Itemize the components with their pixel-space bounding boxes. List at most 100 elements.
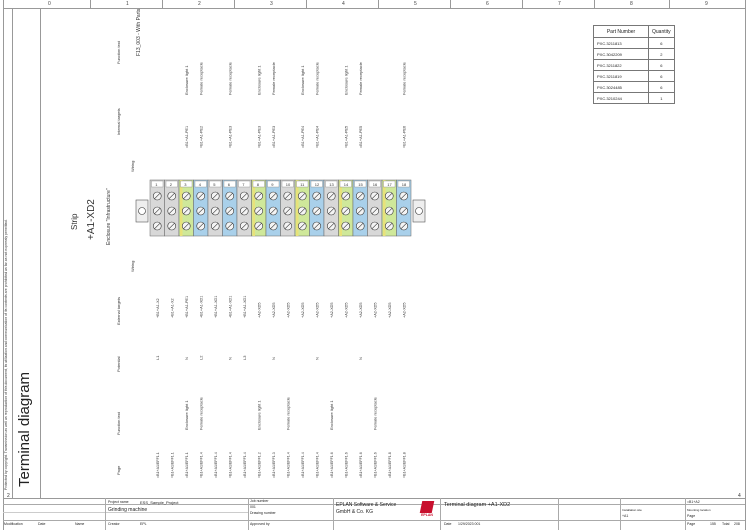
external-target: +A2-XD5 [257, 302, 261, 318]
terminal-number: 15 [358, 182, 363, 187]
screw-slot [226, 207, 233, 215]
column-divider [669, 0, 670, 8]
external-target: +B1+A1-X2 [170, 298, 174, 318]
screw-slot [212, 222, 219, 230]
function-text-bottom: Female receptacle [372, 396, 377, 430]
screw-slot [168, 207, 175, 215]
terminal-number: 14 [344, 182, 349, 187]
column-number: 5 [414, 1, 417, 7]
screw-slot [168, 192, 175, 200]
internal-target: =B1+A1-PE3 [228, 126, 232, 148]
terminal-number-tag [383, 180, 396, 188]
function-text-top: Female receptacle [198, 61, 203, 95]
function-text-top: Enclosure light 1 [184, 65, 189, 95]
function-text-top: Female receptacle [401, 61, 406, 95]
screw-slot [386, 207, 393, 215]
part-number-cell: PXC.3211813 [593, 37, 649, 49]
terminal-number: 11 [300, 182, 305, 187]
parts-table-row: PXC.3211819 6 [593, 70, 675, 82]
external-target: +A2-XD5 [272, 302, 276, 318]
mounting-location-label: Mounting location [687, 508, 711, 512]
designation-value: =B1+A2 [687, 500, 700, 504]
internal-target: =B1+A1-PE6 [402, 126, 406, 148]
quantity-cell: 2 [648, 48, 675, 60]
total-pages: 208 [734, 522, 740, 526]
screw-slot [328, 207, 335, 215]
screw-slot [226, 222, 233, 230]
column-divider [306, 0, 307, 8]
creator-value: EPL [140, 522, 147, 526]
quantity-cell: 1 [648, 92, 675, 104]
job-number: 001 [250, 505, 256, 509]
screw-slot [313, 222, 320, 230]
external-target: +A2-XD5 [286, 302, 290, 318]
part-number-cell: PXC.3210244 [593, 92, 649, 104]
page-reference: =B1+A1/EFF1.1 [185, 452, 189, 478]
row-marker-left: 2 [7, 493, 10, 499]
part-number-cell: PXC.3211822 [593, 59, 649, 71]
screw-slot [226, 192, 233, 200]
project-name-label: Project name [108, 500, 129, 504]
parts-table-row: PXC.3042209 2 [593, 48, 675, 60]
page-reference: =B1+A1/EFF1.8 [402, 452, 406, 478]
screw-slot [154, 207, 161, 215]
page-label-2: Page [687, 522, 696, 526]
function-text-bottom: Enclosure light 1 [329, 400, 334, 430]
part-number-cell: PXC.3042209 [593, 48, 649, 60]
external-target: +B1+A1-X2 [156, 298, 160, 318]
company-line-1: EPLAN Software & Service [336, 502, 397, 508]
column-divider [522, 0, 523, 8]
external-target: +A2-XD5 [301, 302, 305, 318]
column-number: 2 [198, 1, 201, 7]
page-reference: =B1+A1/EFF1.4 [315, 452, 319, 478]
terminal-number: 18 [402, 182, 407, 187]
parts-table-row: PXC.3211822 6 [593, 59, 675, 71]
terminal-number: 12 [315, 182, 320, 187]
frame-left-line [3, 0, 4, 530]
total-label: Total [722, 522, 730, 526]
external-target: +B1+A1-XD1 [243, 296, 247, 318]
page-reference: =B1+A1/EFF1.2 [257, 452, 261, 478]
pe-stripe [180, 180, 183, 236]
potential-value: N [271, 357, 276, 360]
terminal-number-tag [194, 180, 207, 188]
terminal-number-tag [281, 180, 294, 188]
terminal-number: 3 [184, 182, 187, 187]
external-target: +A2-XD5 [402, 302, 406, 318]
name-label: Name [75, 522, 85, 526]
screw-slot [168, 222, 175, 230]
internal-target: =B1+A1-PE2 [199, 126, 203, 148]
clamp-screw-right [415, 207, 423, 215]
quantity-cell: 6 [648, 70, 675, 82]
external-target: +B1+A1-XD1 [214, 296, 218, 318]
screw-slot [183, 207, 190, 215]
part-number-cell: PXC.3024485 [593, 81, 649, 93]
internal-target: =B1+A1-PE4 [315, 126, 319, 148]
screw-slot [270, 207, 277, 215]
screw-slot [357, 192, 364, 200]
date-value: 1/29/2023 001 [458, 522, 481, 526]
function-text-top: Female receptacle [227, 61, 232, 95]
function-text-top: Female receptacle [358, 61, 363, 95]
terminal-number-tag [151, 180, 164, 188]
terminal-number: 13 [329, 182, 334, 187]
screw-slot [270, 192, 277, 200]
page-reference: =B1+A1/EFF1.4 [199, 452, 203, 478]
terminal-number-tag [368, 180, 381, 188]
potential-value: N [358, 357, 363, 360]
terminal-number-tag [296, 180, 309, 188]
quantity-cell: 6 [648, 37, 675, 49]
parts-table-row: PXC.3211813 6 [593, 37, 675, 49]
external-target: +A2-XD5 [373, 302, 377, 318]
quantity-cell: 6 [648, 81, 675, 93]
pe-stripe [252, 180, 255, 236]
parts-table: Part Number Quantity PXC.3211813 6 PXC.304… [593, 25, 675, 104]
screw-slot [313, 207, 320, 215]
terminal-number-tag [165, 180, 178, 188]
screw-slot [154, 222, 161, 230]
screw-slot [284, 207, 291, 215]
screw-slot [183, 192, 190, 200]
potential-value: N [314, 357, 319, 360]
